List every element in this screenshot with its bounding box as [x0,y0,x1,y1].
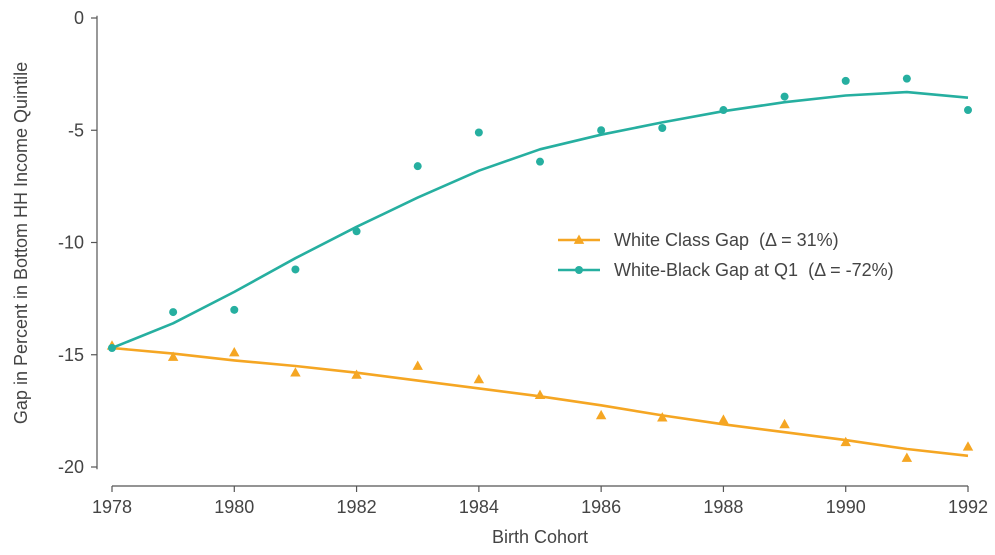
y-tick-label: -20 [58,457,84,477]
axes: 0 -5 -10 -15 -20 1978 1980 1982 1984 1986 1988 1990… [58,8,988,517]
series-line [111,346,969,458]
x-tick-label: 1982 [337,497,377,517]
data-point [473,373,485,384]
data-point [169,308,178,317]
data-point [413,162,422,171]
y-tick-label: 0 [74,8,84,28]
legend-label: White-Black Gap at Q1 (Δ = -72%) [614,260,894,280]
y-tick-label: -5 [68,120,84,140]
x-tick-label: 1978 [92,497,132,517]
x-axis-label: Birth Cohort [492,527,588,547]
x-tick-label: 1984 [459,497,499,517]
legend-item: White Class Gap (Δ = 31%) [558,230,839,250]
legend-item: White-Black Gap at Q1 (Δ = -72%) [558,260,894,280]
data-point [352,227,361,236]
legend-marker [575,266,583,274]
legend-label: White Class Gap (Δ = 31%) [614,230,839,250]
data-point [230,305,239,314]
data-point [901,452,913,462]
data-point [534,389,546,400]
data-point [474,128,483,137]
data-point [229,347,240,357]
data-point [290,367,301,377]
data-point [351,369,362,379]
data-point [658,124,667,133]
legend: White Class Gap (Δ = 31%) White-Black Gap… [558,230,894,280]
data-point [412,360,423,370]
x-tick-label: 1986 [581,497,621,517]
legend-marker [573,234,585,244]
x-tick-label: 1988 [703,497,743,517]
series-1 [106,340,974,462]
x-tick-label: 1990 [826,497,866,517]
y-tick-label: -15 [58,345,84,365]
data-point [291,265,300,274]
data-point [902,74,911,83]
x-tick-label: 1992 [948,497,988,517]
data-point [779,418,790,429]
x-tick-label: 1980 [214,497,254,517]
data-point [108,344,116,353]
data-point [718,414,729,424]
data-point [962,441,974,451]
data-point [719,106,728,115]
data-point [657,412,668,422]
y-tick-label: -10 [58,233,84,253]
data-point [167,351,179,361]
data-point [597,126,606,135]
data-point [780,92,789,101]
data-point [536,157,544,166]
series-2 [108,74,972,353]
data-point [964,106,972,115]
data-point [595,409,607,420]
y-axis-label: Gap in Percent in Bottom HH Income Quint… [11,62,31,424]
series-layer [106,74,974,462]
data-point [840,436,851,447]
series-line [111,90,969,350]
data-point [841,76,850,85]
